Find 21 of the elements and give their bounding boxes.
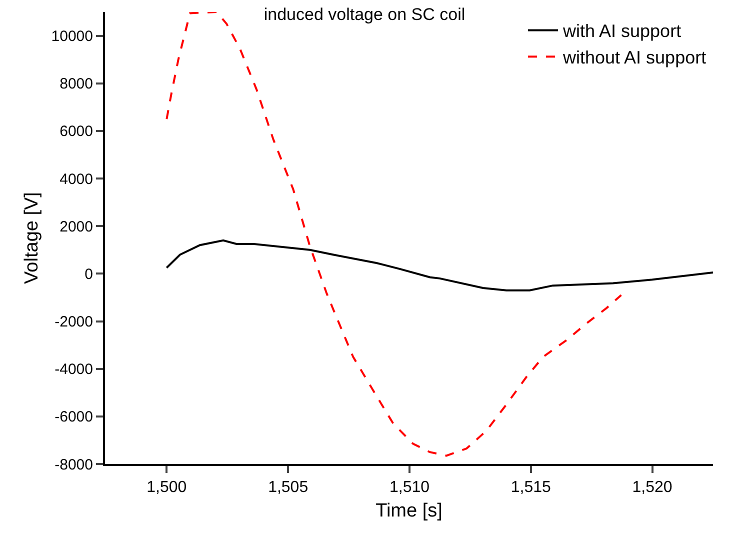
y-tick-label: 2000 [60,218,93,236]
y-axis-title: Voltage [V] [22,192,43,284]
x-axis-title: Time [s] [376,500,442,522]
y-tick-label: -8000 [54,456,93,474]
legend-label: without AI support [562,48,706,68]
y-tick-label: 10000 [51,28,93,46]
y-tick-label: 8000 [60,76,93,93]
y-tick-label: 6000 [60,123,93,140]
y-tick-label: -6000 [54,408,93,426]
y-tick-label: -2000 [54,314,93,331]
x-tick-label: 1,510 [389,479,430,496]
legend-label: with AI support [562,21,682,42]
y-tick-label: 0 [84,266,93,283]
x-tick-label: 1,520 [632,479,672,496]
chart-title: induced voltage on SC coil [264,4,466,24]
line-series [166,239,713,292]
x-tick-label: 1,515 [510,479,552,496]
x-tick-label: 1,505 [268,479,308,496]
x-tick-label: 1,500 [146,479,187,496]
y-tick-label: 4000 [60,170,93,188]
y-tick-label: -4000 [54,361,93,378]
